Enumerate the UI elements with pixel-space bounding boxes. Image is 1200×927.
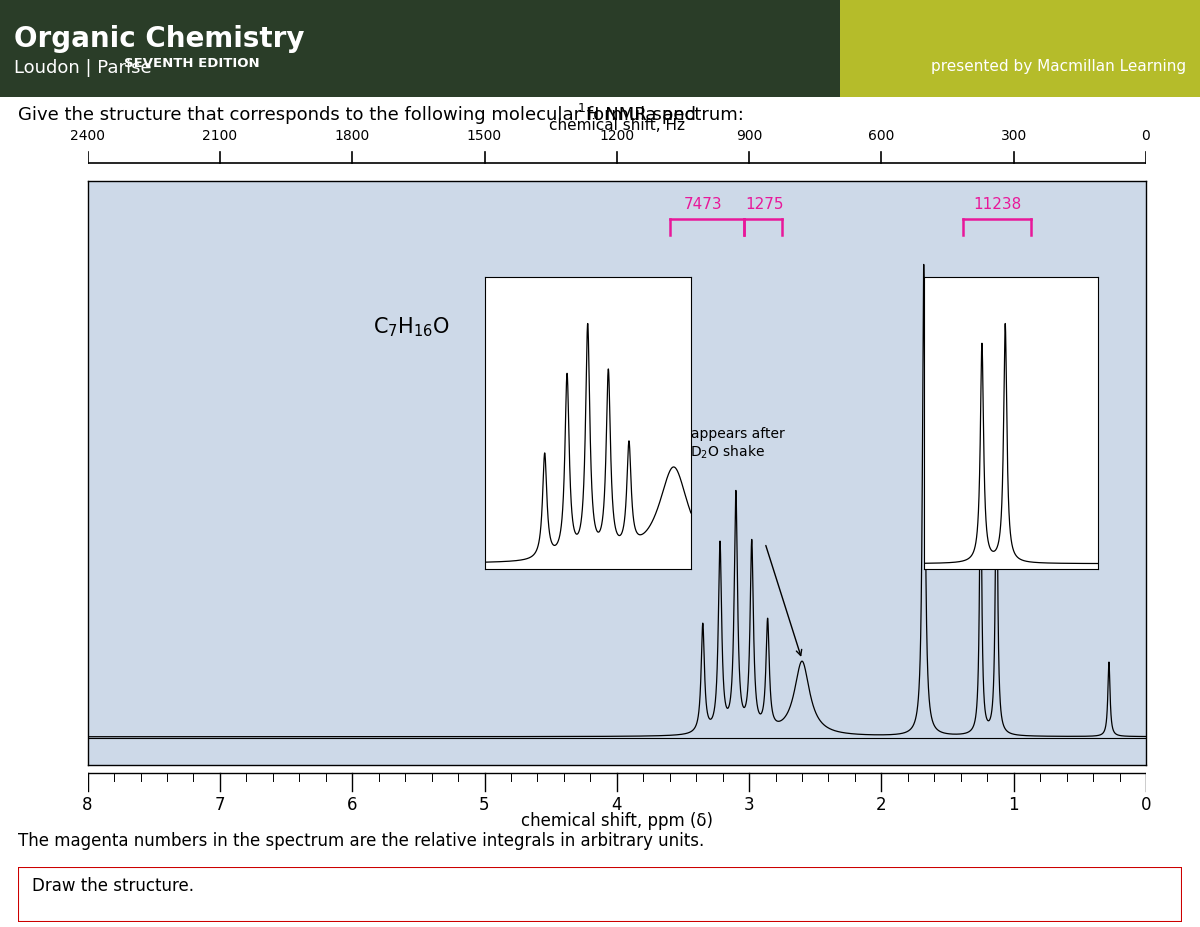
Text: Give the structure that corresponds to the following molecular formula and: Give the structure that corresponds to t… (18, 107, 702, 124)
Text: SEVENTH EDITION: SEVENTH EDITION (124, 57, 259, 70)
Bar (0, 0, 840, 97)
Text: 1200: 1200 (599, 129, 635, 143)
Text: 8: 8 (83, 796, 92, 814)
Text: 3: 3 (744, 796, 755, 814)
Text: 1800: 1800 (335, 129, 370, 143)
Text: 6: 6 (347, 796, 358, 814)
Text: $\mathrm{C_7H_{16}O}$: $\mathrm{C_7H_{16}O}$ (373, 315, 450, 338)
Text: chemical shift, Hz: chemical shift, Hz (548, 119, 685, 133)
Text: 1275: 1275 (745, 197, 785, 211)
Text: Organic Chemistry: Organic Chemistry (14, 25, 305, 53)
Text: 1: 1 (1008, 796, 1019, 814)
Text: 900: 900 (736, 129, 762, 143)
Text: chemical shift, ppm (δ): chemical shift, ppm (δ) (521, 812, 713, 830)
Text: 1500: 1500 (467, 129, 502, 143)
Text: 300: 300 (1001, 129, 1027, 143)
Text: 2400: 2400 (70, 129, 106, 143)
Text: The magenta numbers in the spectrum are the relative integrals in arbitrary unit: The magenta numbers in the spectrum are … (18, 832, 704, 850)
Text: 0: 0 (1141, 129, 1151, 143)
Text: 2: 2 (876, 796, 887, 814)
Text: 1: 1 (578, 103, 586, 116)
Text: Draw the structure.: Draw the structure. (32, 877, 194, 895)
Text: disappears after
D$_2$O shake: disappears after D$_2$O shake (671, 426, 785, 461)
Text: 7473: 7473 (684, 197, 722, 211)
Text: 4: 4 (612, 796, 622, 814)
Text: Loudon | Parise: Loudon | Parise (14, 59, 157, 77)
Text: H NMR spectrum:: H NMR spectrum: (586, 107, 744, 124)
Bar (840, 0, 1200, 97)
Text: 7: 7 (215, 796, 226, 814)
Text: 11238: 11238 (973, 197, 1022, 211)
Text: presented by Macmillan Learning: presented by Macmillan Learning (931, 59, 1186, 74)
Text: 0: 0 (1141, 796, 1151, 814)
Text: 2100: 2100 (203, 129, 238, 143)
Text: 600: 600 (869, 129, 894, 143)
Text: 5: 5 (479, 796, 490, 814)
